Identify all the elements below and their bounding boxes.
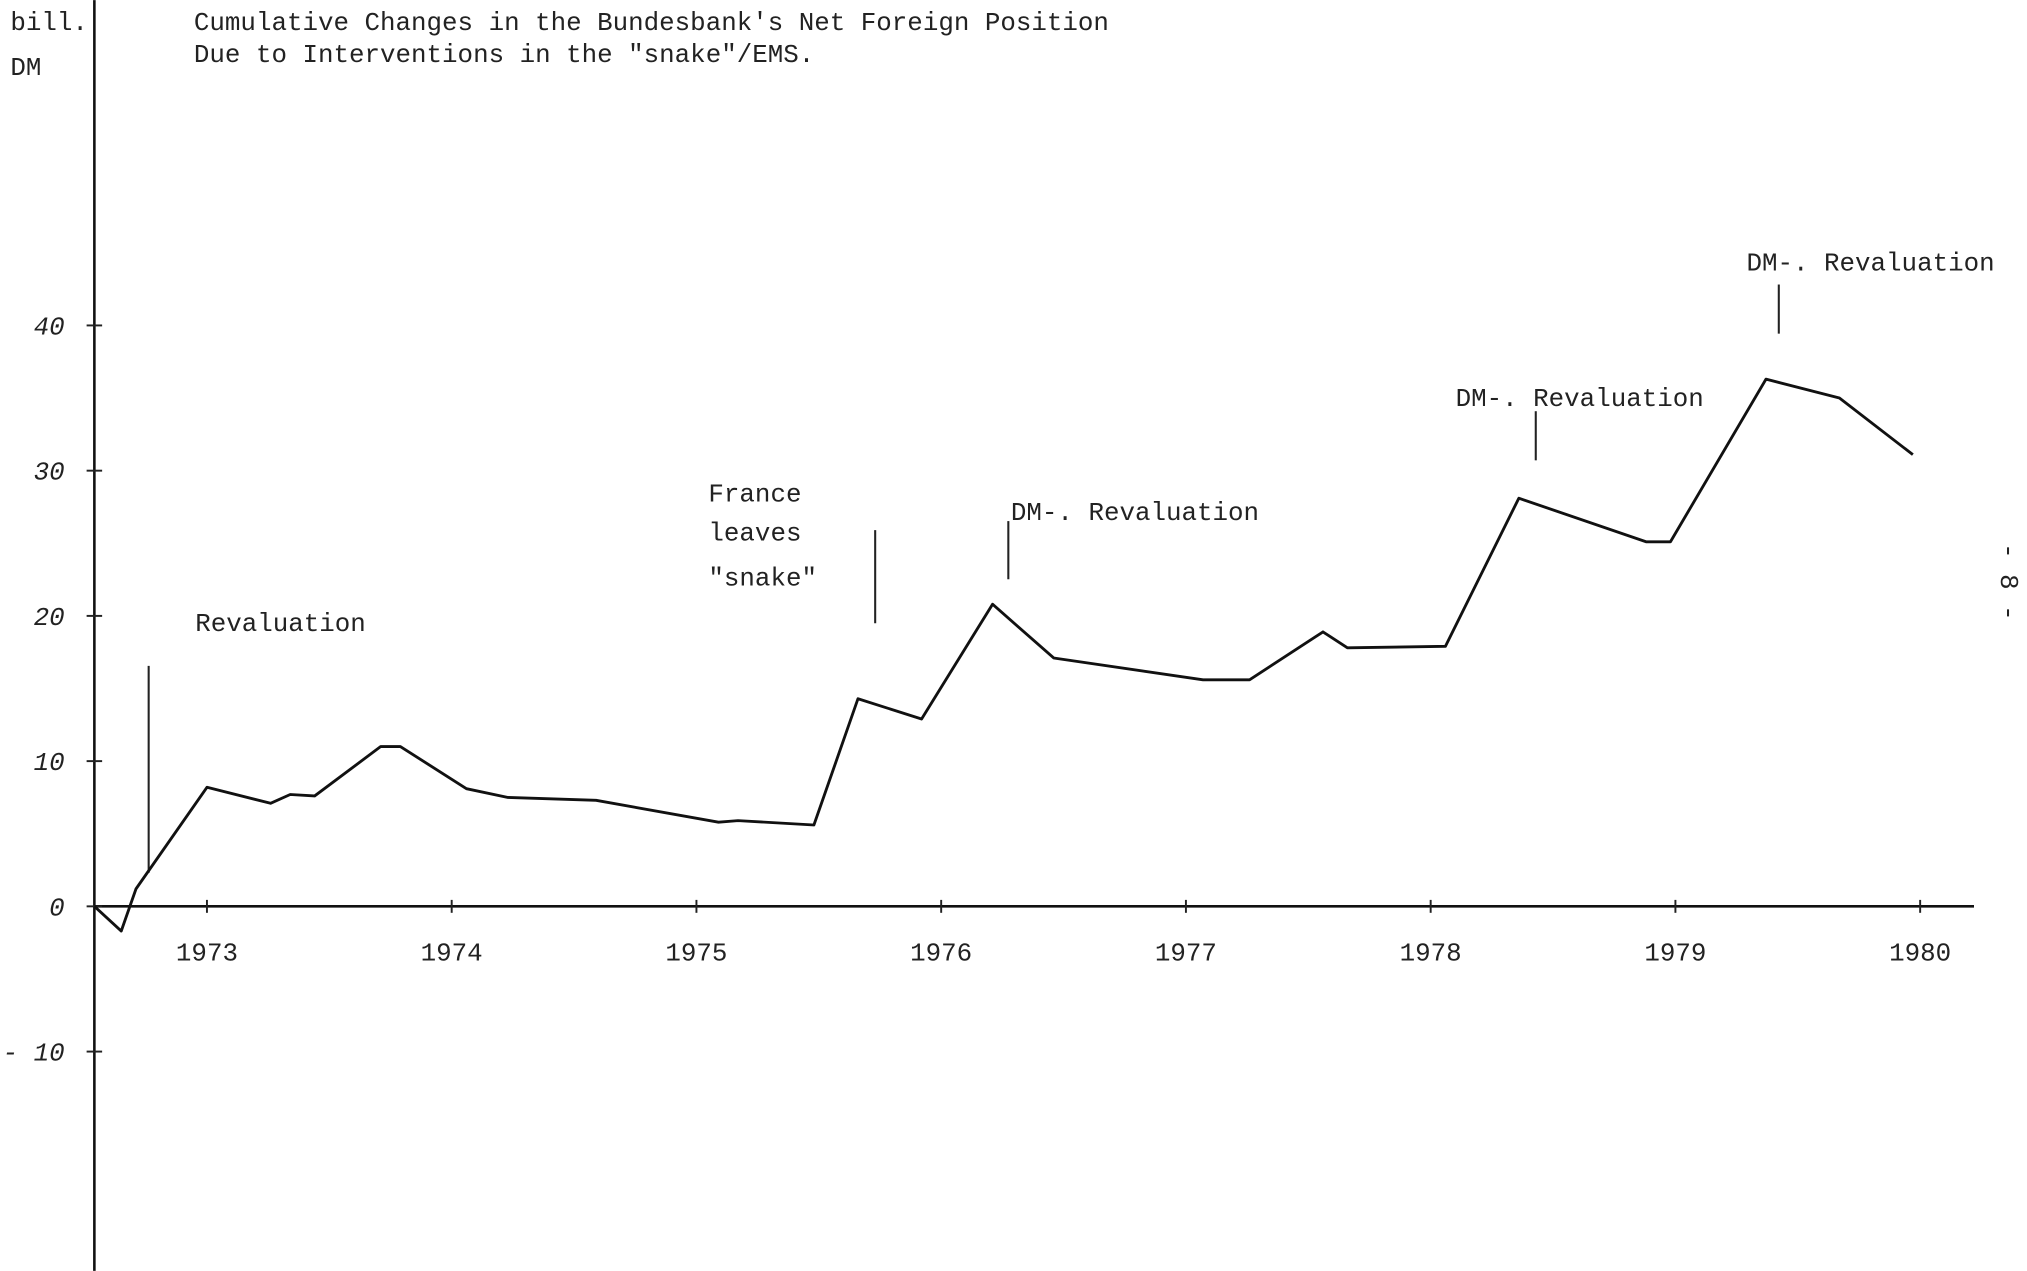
- y-tick-label: 10: [34, 748, 65, 778]
- x-tick-label: 1974: [421, 939, 483, 969]
- annotation: DM-. Revaluation: [1746, 248, 1994, 278]
- y-tick-label: 30: [34, 458, 65, 488]
- chart-title: Due to Interventions in the "snake"/EMS.: [194, 40, 814, 70]
- x-tick-label: 1978: [1400, 939, 1462, 969]
- annotation: "snake": [708, 564, 817, 594]
- x-tick-label: 1980: [1889, 939, 1951, 969]
- x-tick-label: 1975: [665, 939, 727, 969]
- x-tick-label: 1977: [1155, 939, 1217, 969]
- annotation: France: [708, 480, 801, 510]
- y-tick-label: 40: [34, 312, 65, 342]
- data-line: [93, 377, 1914, 933]
- x-tick-label: 1976: [910, 939, 972, 969]
- y-tick-label: 0: [49, 893, 65, 923]
- y-tick-label: 20: [34, 603, 65, 633]
- x-tick-label: 1973: [176, 939, 238, 969]
- y-axis-label: DM: [10, 53, 41, 83]
- annotation: Revaluation: [195, 609, 366, 639]
- annotation: leaves: [708, 518, 801, 548]
- chart-title: Cumulative Changes in the Bundesbank's N…: [194, 8, 1109, 38]
- y-tick-label: - 10: [3, 1039, 65, 1069]
- x-tick-label: 1979: [1644, 939, 1706, 969]
- annotation: DM-. Revaluation: [1011, 498, 1259, 528]
- y-axis-label: bill.: [10, 8, 88, 38]
- annotation-arrows: [147, 284, 1780, 873]
- page-number: - 8 -: [1993, 543, 2023, 621]
- annotation: DM-. Revaluation: [1456, 384, 1704, 414]
